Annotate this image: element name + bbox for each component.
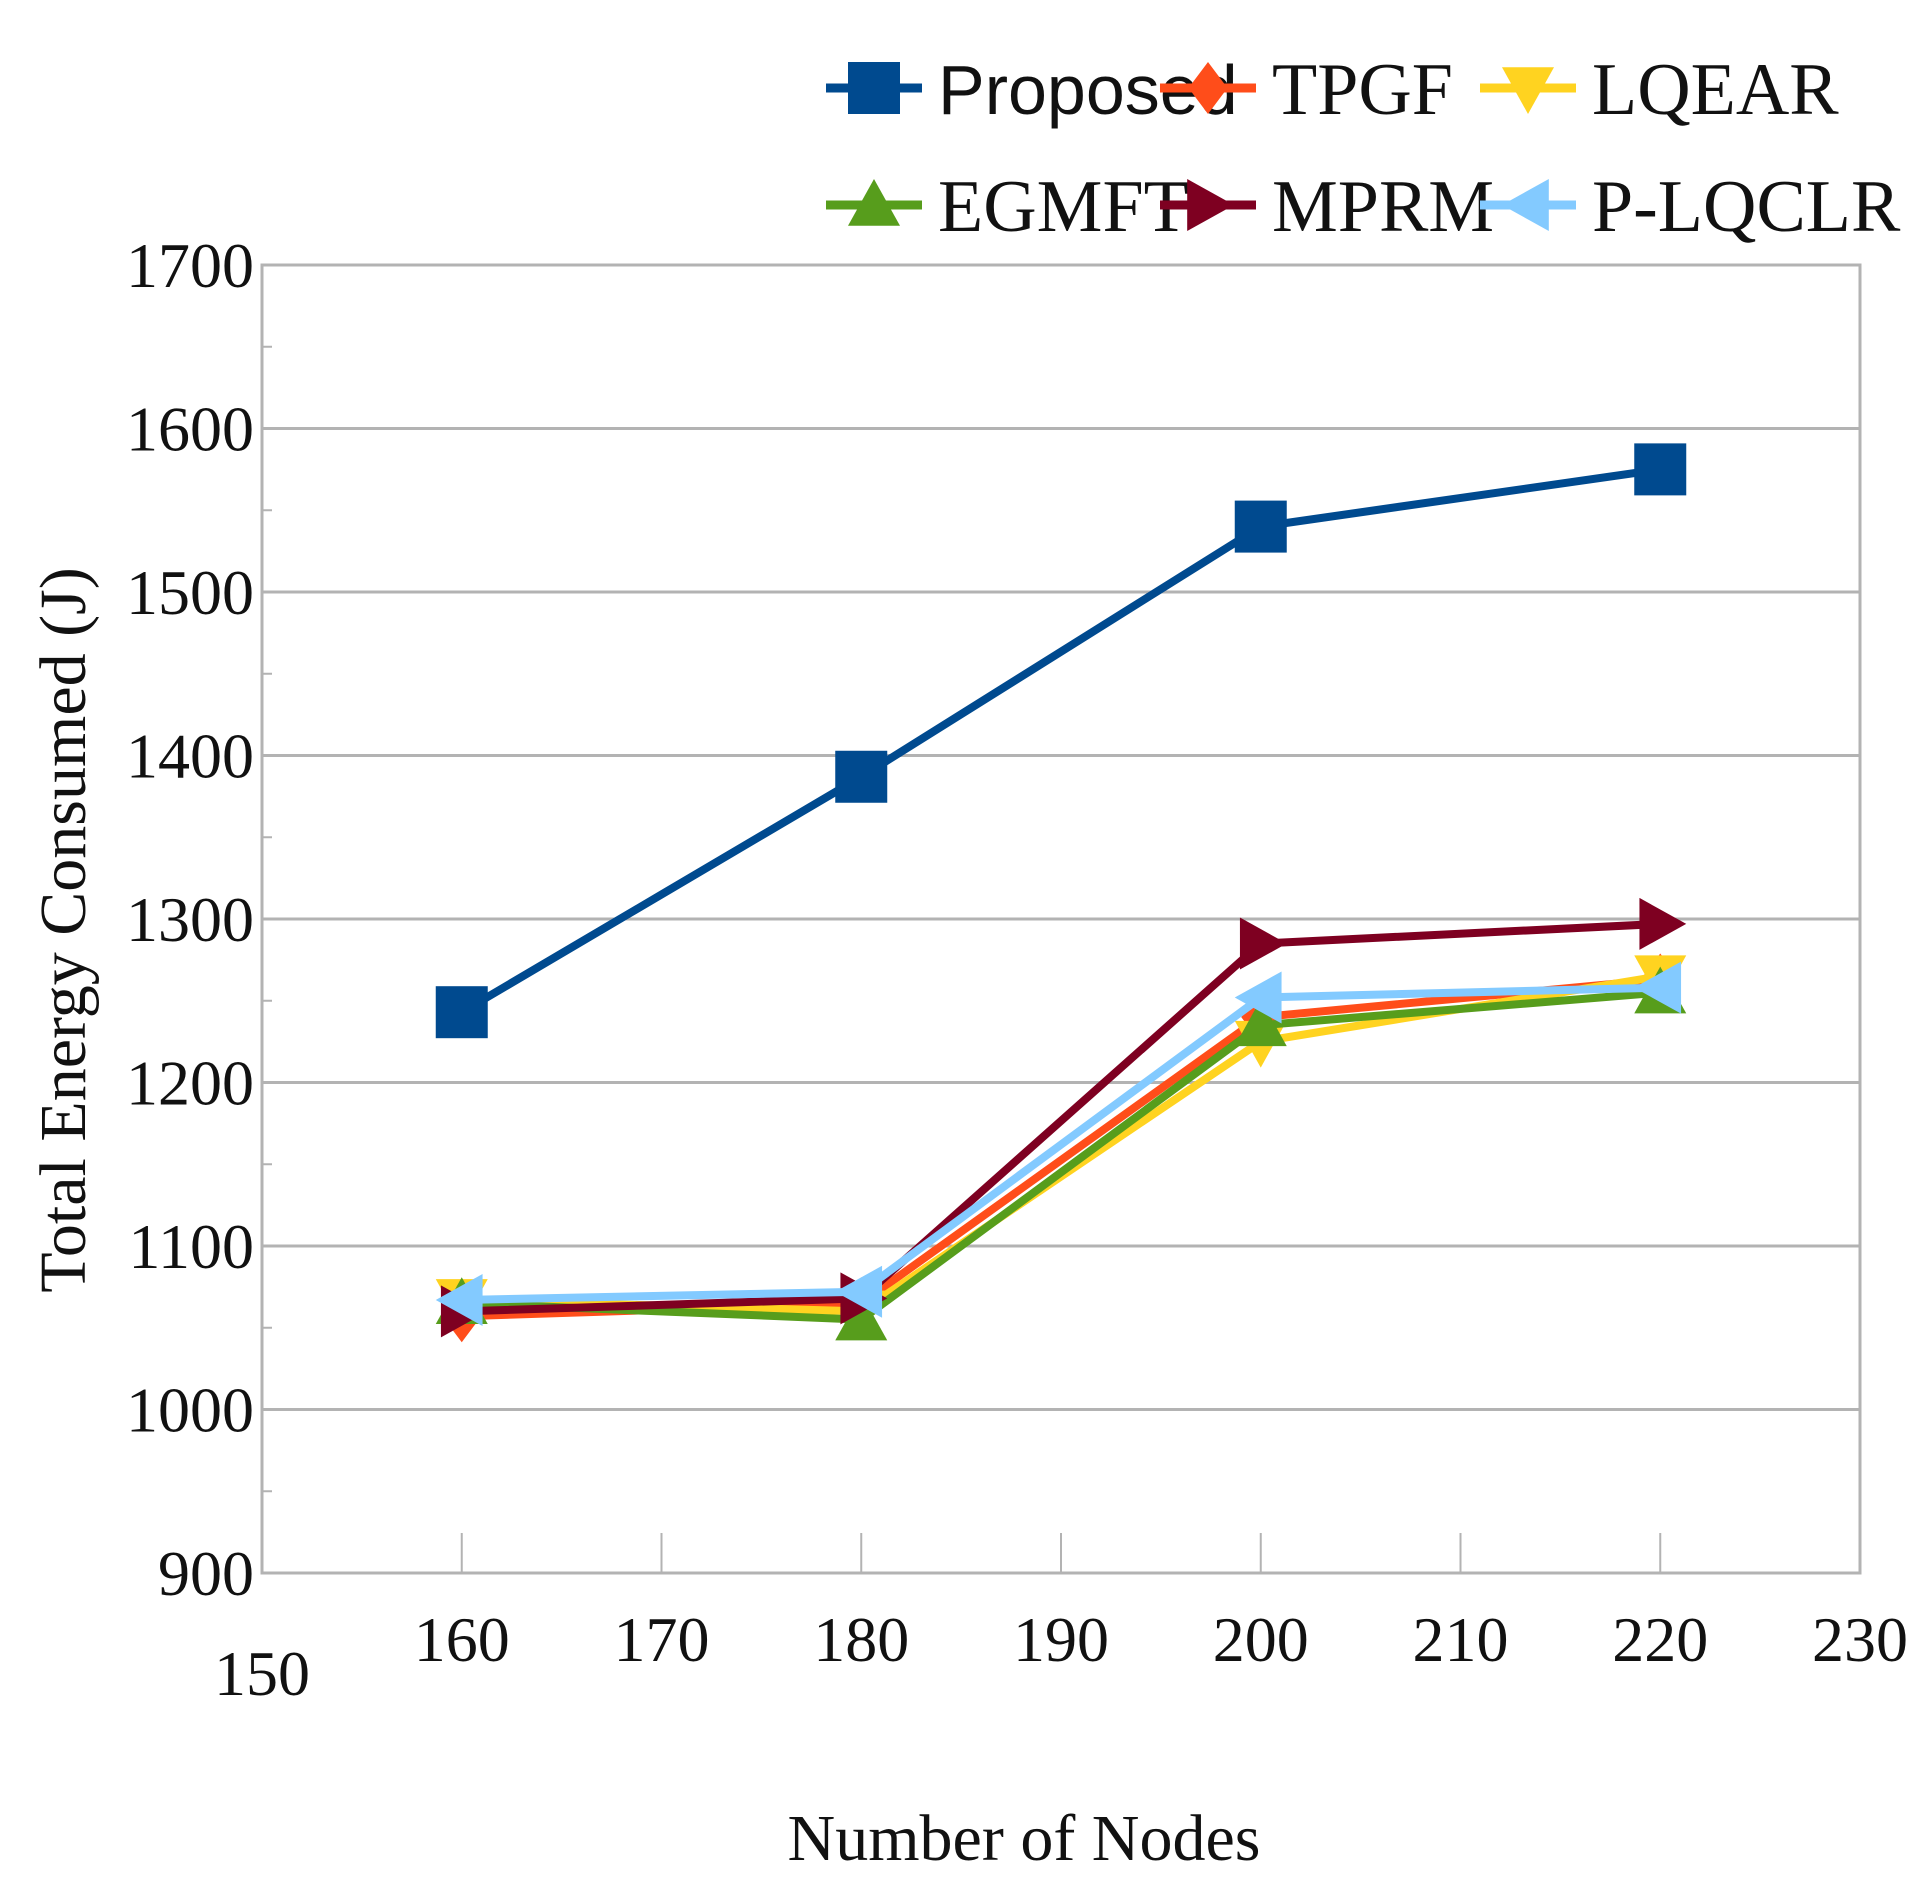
legend-label-lqear: LQEAR (1592, 49, 1839, 131)
data-point-mprm-220 (1639, 897, 1687, 950)
x-tick-label-230: 230 (1812, 1604, 1908, 1675)
legend-item-egmft: EGMFT (826, 166, 1189, 248)
legend-item-tpgf: TPGF (1160, 49, 1453, 131)
x-tick-label-170: 170 (614, 1604, 710, 1675)
y-tick-label-1500: 1500 (126, 557, 254, 628)
legend-marker-lqear (1502, 67, 1554, 114)
data-point-proposed-200 (1234, 500, 1287, 553)
data-point-proposed-220 (1634, 443, 1687, 496)
x-tick-label-210: 210 (1413, 1604, 1509, 1675)
legend-item-p-lqclr: P-LQCLR (1480, 166, 1901, 248)
legend-label-mprm: MPRM (1272, 166, 1494, 248)
series-layer (435, 443, 1687, 1343)
x-axis-title: Number of Nodes (788, 1802, 1261, 1875)
data-point-proposed-160 (435, 986, 488, 1039)
data-point-mprm-200 (1239, 917, 1287, 970)
x-tick-label-160: 160 (414, 1604, 510, 1675)
y-tick-label-1600: 1600 (126, 394, 254, 465)
y-axis-title: Total Energy Consumed (J) (27, 567, 100, 1293)
legend-item-lqear: LQEAR (1480, 49, 1839, 131)
legend-marker-proposed (848, 62, 900, 114)
legend-item-mprm: MPRM (1160, 166, 1494, 248)
y-tick-label-1000: 1000 (126, 1375, 254, 1446)
series-line-egmft (461, 988, 1661, 1324)
legend-marker-mprm (1187, 179, 1234, 231)
y-tick-label-1300: 1300 (126, 884, 254, 955)
legend-marker-p-lqclr (1502, 179, 1549, 231)
y-tick-label-1400: 1400 (126, 721, 254, 792)
y-tick-label-1200: 1200 (126, 1048, 254, 1119)
data-point-proposed-180 (835, 750, 888, 803)
y-tick-label-900: 900 (158, 1538, 254, 1609)
data-point-p-lqclr-160 (435, 1273, 483, 1326)
series-egmft (435, 966, 1687, 1341)
series-line-p-lqclr (461, 983, 1661, 1304)
x-tick-label-180: 180 (813, 1604, 909, 1675)
x-tick-label-220: 220 (1612, 1604, 1708, 1675)
legend-marker-tpgf (1188, 62, 1228, 114)
grid-layer (262, 263, 1860, 1411)
series-line-proposed (459, 465, 1661, 1016)
y-tick-label-1100: 1100 (128, 1211, 254, 1282)
series-p-lqclr (435, 961, 1682, 1326)
data-point-p-lqclr-180 (835, 1265, 883, 1318)
axis-layer: 900 1000 1100 1200 1300 1400 1500 1600 1700 150 16… (126, 230, 1908, 1709)
series-mprm (440, 897, 1687, 1338)
x-tick-label-190: 190 (1013, 1604, 1109, 1675)
series-line-mprm (461, 919, 1661, 1316)
data-point-p-lqclr-200 (1234, 971, 1282, 1024)
series-proposed (435, 443, 1687, 1039)
data-point-p-lqclr-220 (1634, 961, 1682, 1014)
legend-marker-egmft (848, 179, 900, 226)
x-tick-label-150: 150 (214, 1638, 310, 1709)
legend-label-egmft: EGMFT (938, 166, 1189, 248)
legend-label-p-lqclr: P-LQCLR (1592, 166, 1901, 248)
y-tick-label-1700: 1700 (126, 230, 254, 301)
data-point-egmft-180 (835, 1293, 888, 1341)
x-tick-label-200: 200 (1213, 1604, 1309, 1675)
data-point-egmft-200 (1234, 999, 1287, 1047)
legend-label-tpgf: TPGF (1272, 49, 1453, 131)
